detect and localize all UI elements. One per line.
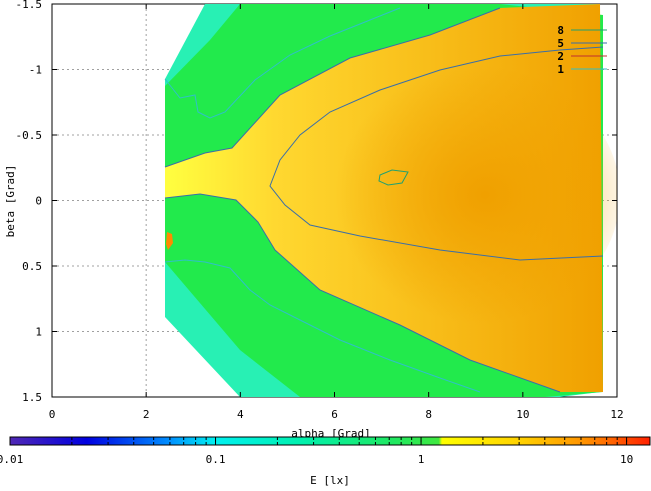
legend-label-8: 8 xyxy=(557,24,564,37)
y-tick-label: 1.5 xyxy=(22,391,42,404)
x-tick-label: 0 xyxy=(49,408,56,421)
y-tick-label: -0.5 xyxy=(16,129,43,142)
colorbar: 0.01 0.1 1 10 xyxy=(0,436,651,466)
x-tick-label: 4 xyxy=(237,408,244,421)
y-tick-label: 0.5 xyxy=(22,260,42,273)
contour-level-1-lower xyxy=(164,259,481,393)
y-axis-ticks: -1.5 -1 -0.5 0 0.5 1 1.5 xyxy=(16,0,617,404)
x-tick-label: 8 xyxy=(425,408,432,421)
contour-level-1-upper xyxy=(164,7,401,119)
x-tick-label: 10 xyxy=(516,408,529,421)
contour-level-2-lower xyxy=(164,193,561,393)
colorbar-tick-label: 10 xyxy=(620,453,633,466)
legend-label-2: 2 xyxy=(557,50,564,63)
contour-level-8 xyxy=(378,169,409,186)
legend-label-1: 1 xyxy=(557,63,564,76)
colorbar-tick-label: 0.1 xyxy=(206,453,226,466)
x-axis-ticks: 0 2 4 6 8 10 12 xyxy=(49,4,624,421)
x-tick-label: 6 xyxy=(331,408,338,421)
colorbar-tick-label: 0.01 xyxy=(0,453,23,466)
colorbar-label: E [lx] xyxy=(310,474,350,486)
colorbar-ticks: 0.01 0.1 1 10 xyxy=(0,437,633,466)
x-tick-label: 2 xyxy=(143,408,150,421)
region-orange-core xyxy=(320,65,617,325)
y-tick-label: -1.5 xyxy=(16,0,43,11)
x-tick-label: 12 xyxy=(610,408,623,421)
contour-level-2-upper xyxy=(164,7,501,168)
legend-label-5: 5 xyxy=(557,37,564,50)
heatmap-field xyxy=(165,4,617,397)
y-tick-label: 0 xyxy=(35,195,42,208)
y-axis-label: beta [Grad] xyxy=(4,165,17,238)
colorbar-tick-label: 1 xyxy=(418,453,425,466)
contour-lines xyxy=(164,7,604,393)
y-tick-label: 1 xyxy=(35,326,42,339)
contour-level-5 xyxy=(269,46,604,261)
y-tick-label: -1 xyxy=(29,64,42,77)
colorbar-gradient xyxy=(9,436,651,446)
plot-area: 0 2 4 6 8 10 12 -1.5-1-0.500.511.5 xyxy=(16,0,624,421)
region-orange-blob xyxy=(166,232,173,250)
